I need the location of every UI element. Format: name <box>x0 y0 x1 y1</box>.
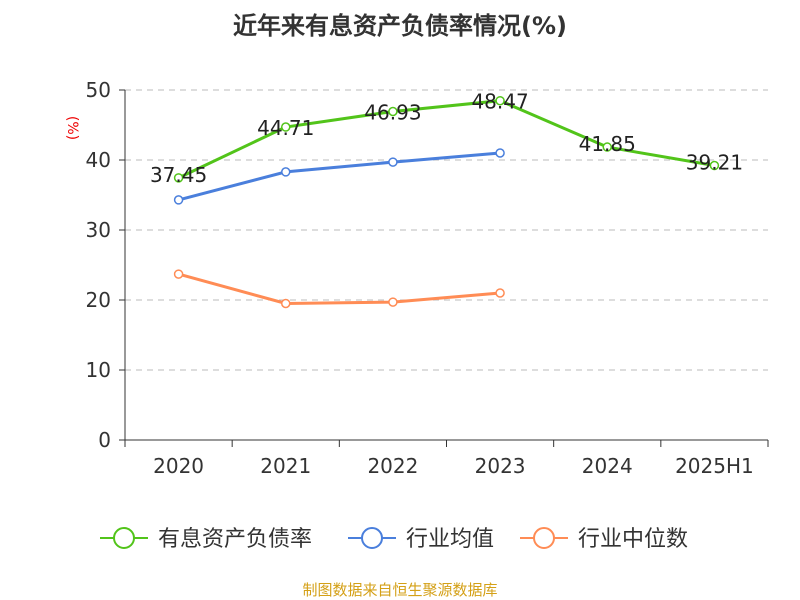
data-point <box>173 195 184 205</box>
y-tick-label: 10 <box>86 358 111 382</box>
data-label: 44.71 <box>257 116 314 140</box>
data-point <box>388 297 398 307</box>
series-line <box>177 99 715 180</box>
y-tick-label: 50 <box>86 78 111 102</box>
data-point <box>281 122 291 132</box>
legend-marker <box>361 527 383 549</box>
data-label: 37.45 <box>150 163 207 187</box>
legend-marker <box>113 527 135 549</box>
series-line <box>178 272 501 306</box>
x-tick-label: 2023 <box>475 454 526 478</box>
x-tick-label: 2024 <box>582 454 633 478</box>
data-label: 46.93 <box>364 100 421 124</box>
x-tick-label: 2021 <box>260 454 311 478</box>
data-point <box>495 95 505 106</box>
data-point <box>602 142 612 152</box>
chart-title: 近年来有息资产负债率情况(%) <box>233 12 567 40</box>
data-point <box>281 167 291 177</box>
legend-label: 行业中位数 <box>578 527 688 552</box>
x-tick-label: 2020 <box>153 454 204 478</box>
y-tick-label: 20 <box>86 288 111 312</box>
data-point <box>388 157 398 167</box>
data-point <box>281 298 291 309</box>
source-note: 制图数据来自恒生聚源数据库 <box>302 581 497 599</box>
x-tick-label: 2025H1 <box>675 454 754 478</box>
series-line <box>178 151 501 202</box>
y-tick-label: 0 <box>98 428 111 452</box>
x-tick-label: 2022 <box>367 454 418 478</box>
data-point <box>495 148 505 158</box>
data-label: 39.21 <box>686 151 743 175</box>
data-label: 48.47 <box>471 90 528 114</box>
data-point <box>709 160 720 171</box>
data-point <box>173 269 184 279</box>
y-axis-label: (%) <box>64 116 80 140</box>
data-point <box>173 173 184 183</box>
data-point <box>495 288 505 298</box>
data-point <box>388 106 398 117</box>
legend-label: 有息资产负债率 <box>158 527 312 552</box>
legend-marker <box>533 527 555 549</box>
y-tick-label: 30 <box>86 218 111 242</box>
data-label: 41.85 <box>579 132 636 156</box>
legend-label: 行业均值 <box>406 527 494 552</box>
y-tick-label: 40 <box>86 148 111 172</box>
